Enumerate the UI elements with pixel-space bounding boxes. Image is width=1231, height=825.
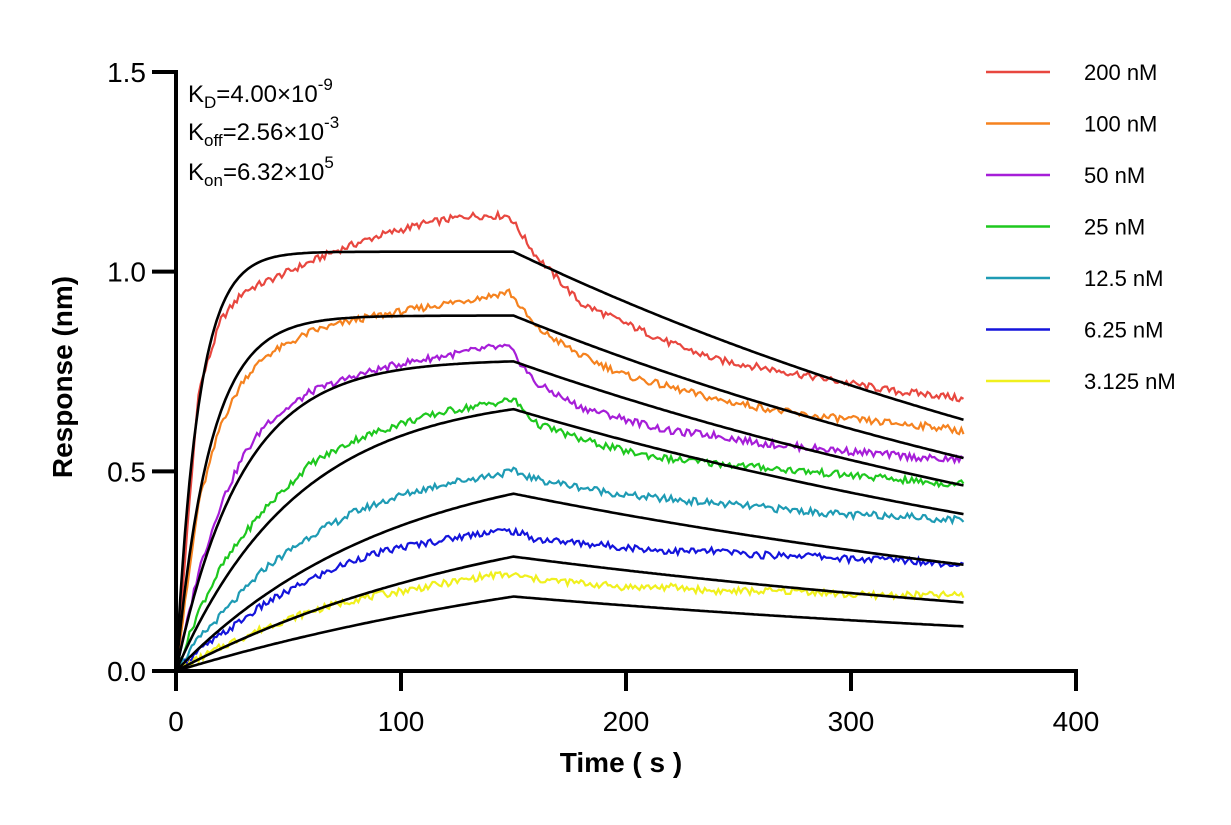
legend-label: 50 nM <box>1084 163 1145 188</box>
fit-line-200-nM <box>174 250 964 672</box>
series-line-12-5-nM <box>175 466 965 672</box>
legend-item: 3.125 nM <box>986 369 1176 394</box>
legend-label: 6.25 nM <box>1084 318 1164 343</box>
legend-label: 3.125 nM <box>1084 369 1176 394</box>
fit-line-50-nM <box>174 360 964 672</box>
x-tick-label: 300 <box>828 706 875 737</box>
x-tick-label: 400 <box>1053 706 1100 737</box>
series-line-100-nM <box>174 288 965 672</box>
kd-annotation: KD=4.00×10-9 <box>188 75 333 112</box>
legend-item: 200 nM <box>986 60 1157 85</box>
legend: 200 nM 100 nM 50 nM 25 nM 12.5 nM 6.25 nM 3.12… <box>986 60 1176 394</box>
y-tick-label: 1.5 <box>107 57 146 88</box>
fit-line-100-nM <box>174 314 964 672</box>
series-line-25-nM <box>174 397 965 672</box>
y-tick-label: 0.5 <box>107 456 146 487</box>
legend-label: 200 nM <box>1084 60 1157 85</box>
fit-line-12-5-nM <box>175 492 964 672</box>
legend-label: 12.5 nM <box>1084 266 1164 291</box>
legend-item: 25 nM <box>986 215 1145 240</box>
fit-line-3-125-nM <box>175 595 964 673</box>
legend-item: 50 nM <box>986 163 1145 188</box>
y-axis-title: Response (nm) <box>47 276 78 478</box>
kon-annotation: Kon=6.32×105 <box>188 153 334 190</box>
legend-item: 100 nM <box>986 112 1157 137</box>
y-tick-label: 1.0 <box>107 257 146 288</box>
legend-label: 100 nM <box>1084 112 1157 137</box>
legend-item: 6.25 nM <box>986 318 1164 343</box>
koff-annotation: Koff=2.56×10-3 <box>188 113 339 150</box>
x-tick-label: 0 <box>168 706 184 737</box>
legend-label: 25 nM <box>1084 215 1145 240</box>
fit-line-6-25-nM <box>175 555 964 673</box>
series-layer <box>174 209 965 673</box>
series-line-6-25-nM <box>175 526 964 672</box>
axes-layer: 0 100 200 300 400 0.0 0.5 1.0 1.5 <box>107 57 1099 737</box>
series-line-50-nM <box>174 343 965 672</box>
fit-line-25-nM <box>174 407 964 672</box>
kinetic-constants-annotation: KD=4.00×10-9 Koff=2.56×10-3 Kon=6.32×105 <box>188 75 339 190</box>
x-tick-label: 200 <box>603 706 650 737</box>
x-tick-label: 100 <box>378 706 425 737</box>
x-axis-title: Time ( s ) <box>560 747 682 778</box>
legend-item: 12.5 nM <box>986 266 1164 291</box>
y-tick-label: 0.0 <box>107 656 146 687</box>
